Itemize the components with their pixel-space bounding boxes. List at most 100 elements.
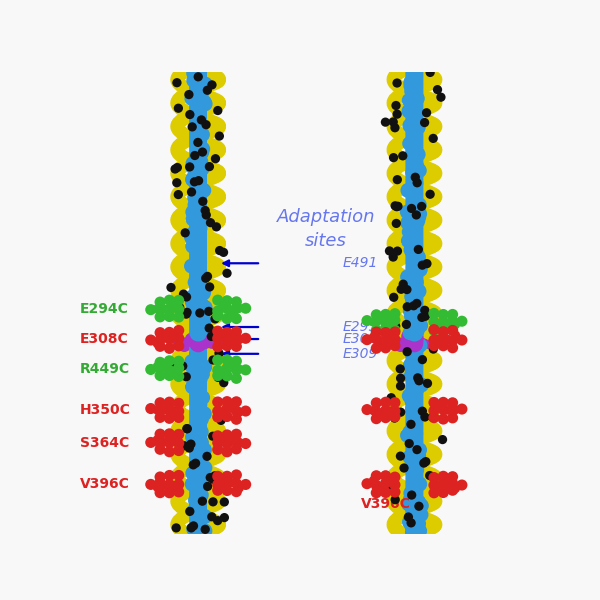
Circle shape [386,470,401,484]
Circle shape [174,418,188,432]
Circle shape [174,219,188,233]
Circle shape [403,358,418,373]
Circle shape [421,382,436,396]
Circle shape [218,333,227,342]
Circle shape [407,129,421,143]
Circle shape [190,302,207,320]
Circle shape [211,286,225,299]
Circle shape [178,80,191,94]
Circle shape [170,74,184,88]
Circle shape [191,352,206,367]
Circle shape [190,270,207,287]
Circle shape [407,433,422,448]
Circle shape [403,365,416,379]
Circle shape [190,68,207,86]
Circle shape [406,63,423,80]
Circle shape [190,353,207,370]
Circle shape [427,449,441,463]
Circle shape [425,187,439,200]
Circle shape [205,335,219,349]
Circle shape [406,239,423,257]
Circle shape [182,292,191,302]
Circle shape [393,247,402,256]
Circle shape [190,70,207,88]
Circle shape [226,402,236,412]
Circle shape [164,470,175,481]
Circle shape [173,406,184,417]
Circle shape [188,122,197,131]
Circle shape [178,479,191,493]
Circle shape [428,376,442,391]
Circle shape [371,413,382,424]
Circle shape [417,290,431,304]
Circle shape [190,378,207,395]
Circle shape [164,479,175,490]
Circle shape [193,372,208,387]
Circle shape [194,176,203,185]
Circle shape [406,266,423,284]
Circle shape [166,283,176,292]
Circle shape [178,299,191,313]
Circle shape [385,247,394,256]
Circle shape [420,305,430,315]
Circle shape [190,216,207,233]
Circle shape [182,274,196,287]
Circle shape [201,441,215,455]
Circle shape [425,280,439,294]
Circle shape [190,155,207,172]
Circle shape [164,304,175,315]
Circle shape [186,483,200,497]
Circle shape [428,134,438,143]
Circle shape [190,274,207,291]
Circle shape [428,236,442,250]
Circle shape [398,481,412,494]
Circle shape [403,61,416,74]
Circle shape [174,465,188,479]
Circle shape [457,316,467,327]
Circle shape [406,378,423,395]
Circle shape [170,164,180,173]
Circle shape [411,120,426,135]
Circle shape [428,167,442,181]
Circle shape [389,308,401,319]
Circle shape [428,72,442,86]
Circle shape [394,158,407,172]
Circle shape [369,406,378,415]
Circle shape [396,374,405,383]
Circle shape [406,182,423,199]
Circle shape [190,382,207,399]
Circle shape [447,405,458,416]
Circle shape [205,382,219,396]
Circle shape [174,289,188,303]
Circle shape [394,174,407,188]
Circle shape [155,357,166,368]
Circle shape [152,482,162,492]
Circle shape [211,71,225,85]
Circle shape [428,424,442,437]
Circle shape [190,88,207,106]
Circle shape [406,385,423,403]
Circle shape [406,128,423,145]
Circle shape [406,409,423,426]
Circle shape [209,257,223,271]
Circle shape [412,487,427,500]
Circle shape [407,508,421,522]
Circle shape [401,329,416,344]
Circle shape [417,313,427,322]
Circle shape [190,349,207,367]
Circle shape [390,313,404,326]
Circle shape [182,508,196,521]
Circle shape [170,425,184,439]
Circle shape [420,412,430,422]
Circle shape [386,331,401,346]
Circle shape [172,334,185,347]
Circle shape [407,204,416,213]
Circle shape [398,223,412,237]
Circle shape [406,306,423,323]
Circle shape [389,293,398,302]
Circle shape [190,328,207,345]
Circle shape [184,91,199,106]
Circle shape [182,176,196,190]
Circle shape [407,199,421,213]
Circle shape [190,315,207,332]
